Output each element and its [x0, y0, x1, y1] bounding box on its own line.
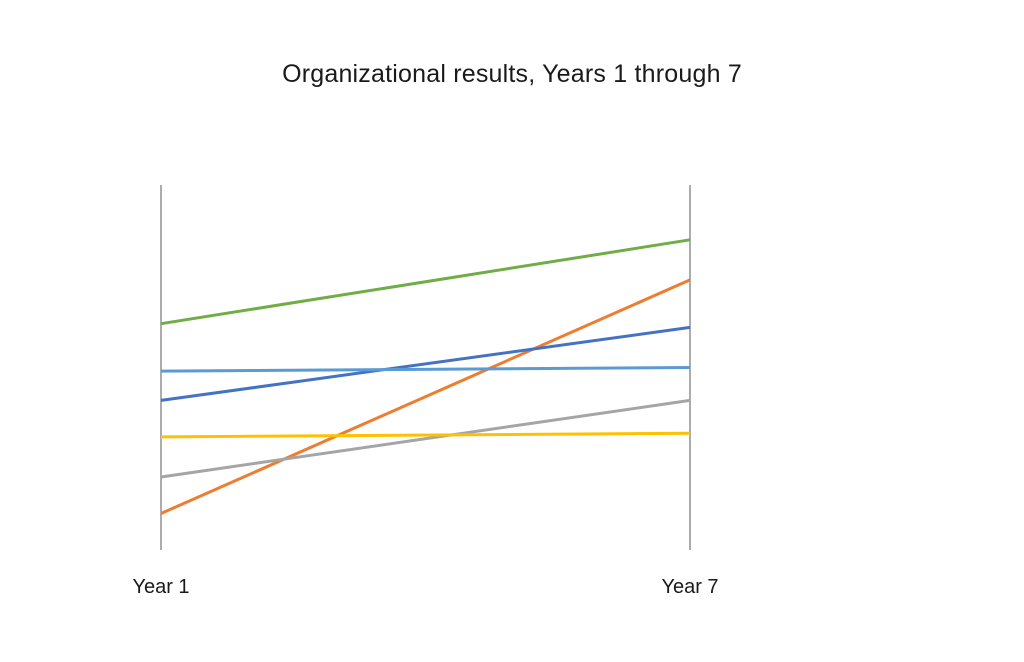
series-line-2 — [160, 278, 691, 515]
tick-label-year-7: Year 7 — [661, 576, 718, 598]
series-line-5 — [160, 398, 691, 479]
chart-title: Organizational results, Years 1 through … — [282, 60, 742, 88]
series-line-4 — [160, 366, 691, 373]
series-line-6 — [160, 431, 691, 439]
series-group — [160, 238, 691, 515]
tick-label-year-1: Year 1 — [132, 576, 189, 598]
series-line-1 — [160, 238, 691, 326]
series-line-3 — [160, 325, 691, 402]
